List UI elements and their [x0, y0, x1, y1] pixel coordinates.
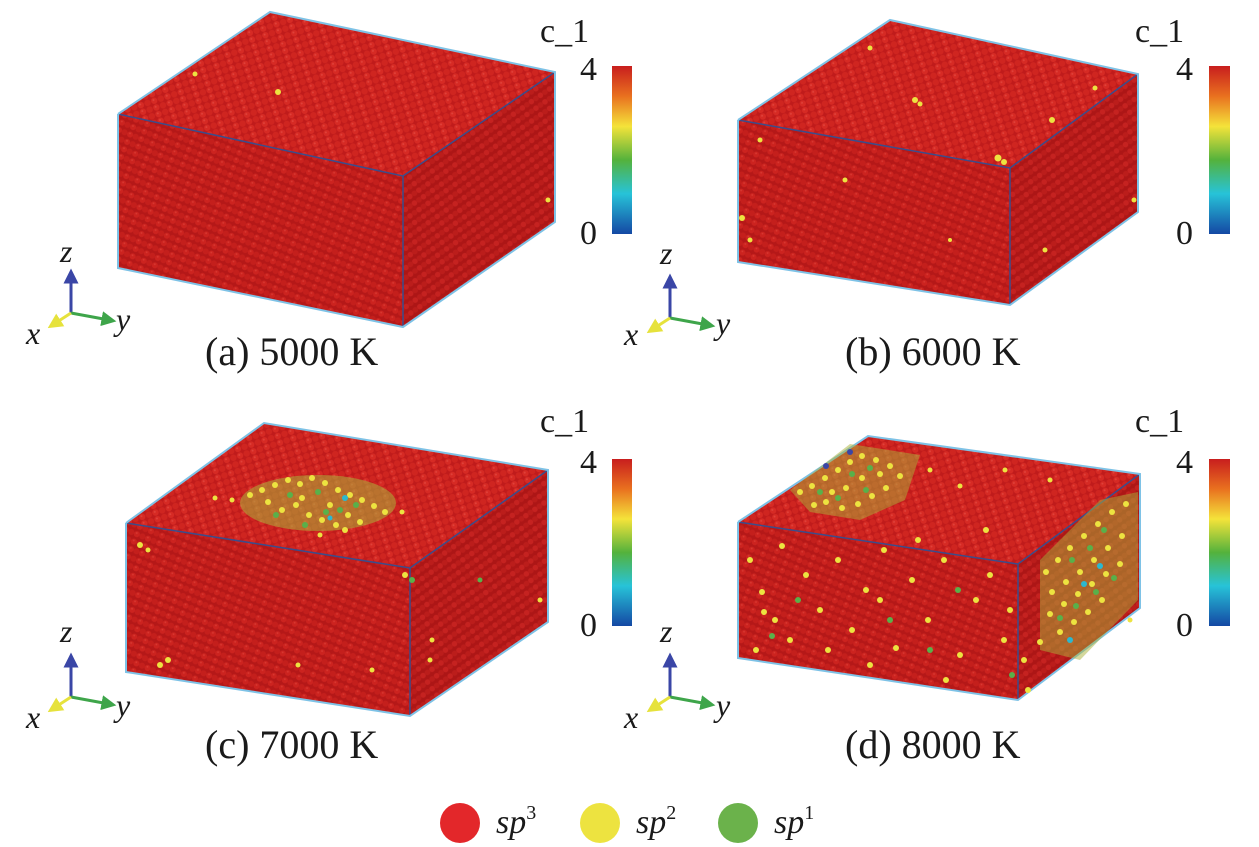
axis-triad-b: z y x [623, 235, 731, 352]
defect-region-side-d [1037, 492, 1138, 660]
colorbar-min-label: 0 [580, 607, 597, 644]
colorbar-d: c_1 4 0 [1135, 403, 1230, 644]
axis-label-x: x [623, 699, 638, 735]
sp2-swatch [580, 803, 620, 843]
axis-label-y: y [713, 305, 731, 341]
axis-label-x: x [25, 699, 40, 735]
axis-label-y: y [113, 301, 131, 337]
axis-label-z: z [59, 233, 73, 269]
colorbar-gradient [612, 459, 632, 626]
colorbar-title: c_1 [540, 403, 589, 440]
axis-label-z: z [659, 613, 673, 649]
axis-triad-d: z y x [623, 613, 731, 735]
colorbar-min-label: 0 [1176, 215, 1193, 252]
colorbar-max-label: 4 [580, 444, 597, 481]
panel-caption: (d) 8000 K [845, 722, 1021, 767]
axis-triad-a: z y x [25, 233, 131, 351]
atom-box-c [125, 421, 549, 718]
atom-box-b [737, 18, 1139, 307]
defect-cluster-c [212, 475, 405, 538]
legend-label-sp1: sp1 [774, 802, 814, 841]
legend-item-sp3: sp3 [440, 802, 536, 843]
colorbar-min-label: 0 [580, 215, 597, 252]
axis-label-y: y [113, 687, 131, 723]
colorbar-min-label: 0 [1176, 607, 1193, 644]
colorbar-c: c_1 4 0 [540, 403, 632, 644]
colorbar-title: c_1 [540, 13, 589, 50]
colorbar-gradient [1209, 459, 1230, 626]
axis-label-z: z [59, 613, 73, 649]
axis-label-y: y [713, 687, 731, 723]
axis-label-x: x [25, 315, 40, 351]
colorbar-title: c_1 [1135, 403, 1184, 440]
axis-triad-c: z y x [25, 613, 131, 735]
legend: sp3 sp2 sp1 [440, 802, 814, 843]
colorbar-max-label: 4 [1176, 51, 1193, 88]
panel-caption: (c) 7000 K [205, 722, 378, 767]
legend-label-sp3: sp3 [496, 802, 536, 841]
defect-region-top-d [790, 444, 1053, 520]
colorbar-gradient [612, 66, 632, 234]
legend-label-sp2: sp2 [636, 802, 676, 841]
colorbar-a: c_1 4 0 [540, 13, 632, 252]
panel-b: c_1 4 0 z y x (b) 6000 K [623, 13, 1230, 374]
colorbar-max-label: 4 [580, 51, 597, 88]
colorbar-b: c_1 4 0 [1135, 13, 1230, 252]
colorbar-gradient [1209, 66, 1230, 234]
sp1-swatch [718, 803, 758, 843]
legend-item-sp1: sp1 [718, 802, 814, 843]
panel-caption: (a) 5000 K [205, 329, 378, 374]
panel-c: c_1 4 0 z y x (c) 7000 K [25, 403, 632, 767]
panel-d: c_1 4 0 z y x (d) 8000 K [623, 403, 1230, 767]
axis-label-z: z [659, 235, 673, 271]
panel-caption: (b) 6000 K [845, 329, 1021, 374]
legend-item-sp2: sp2 [580, 802, 676, 843]
colorbar-max-label: 4 [1176, 444, 1193, 481]
panel-a: c_1 4 0 z y x (a) 5000 K [25, 10, 632, 374]
atom-box-a [117, 10, 556, 329]
axis-label-x: x [623, 316, 638, 352]
sp3-swatch [440, 803, 480, 843]
atom-box-d [737, 434, 1141, 702]
colorbar-title: c_1 [1135, 13, 1184, 50]
